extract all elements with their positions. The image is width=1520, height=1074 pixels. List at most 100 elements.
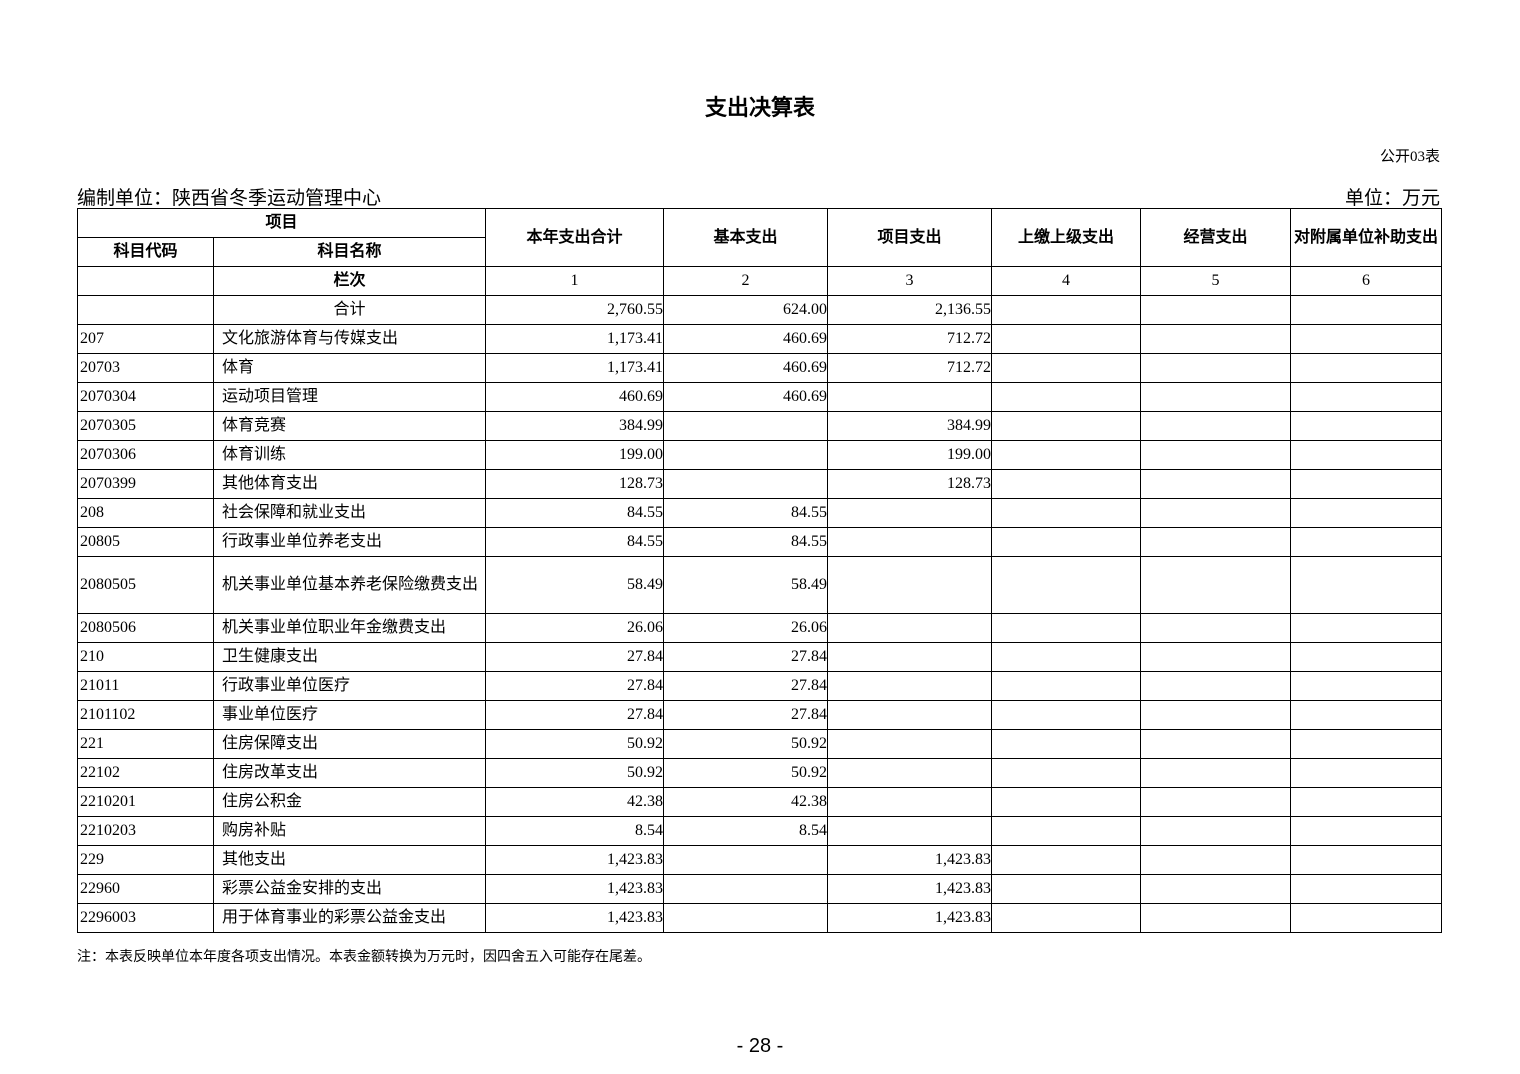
- amount-cell: [1140, 613, 1292, 643]
- amount-cell: [991, 469, 1142, 499]
- amount-cell: 1,423.83: [827, 874, 993, 904]
- amount-cell: [1140, 700, 1292, 730]
- amount-cell: [1140, 671, 1292, 701]
- subject-code: 210: [77, 642, 214, 672]
- table-row: 2210203 购房补贴 8.54 8.54: [77, 816, 1443, 846]
- column-index: 3: [827, 266, 993, 296]
- amount-cell: [1290, 411, 1443, 441]
- amount-cell: [663, 411, 829, 441]
- amount-cell: 84.55: [663, 527, 829, 557]
- table-number: 公开03表: [1379, 149, 1440, 165]
- header-basic: 基本支出: [663, 208, 829, 267]
- amount-cell: 460.69: [663, 382, 829, 412]
- amount-cell: 199.00: [827, 440, 993, 470]
- column-index: 4: [991, 266, 1142, 296]
- amount-cell: [1290, 903, 1443, 933]
- amount-cell: [991, 411, 1142, 441]
- amount-cell: 50.92: [485, 729, 665, 759]
- amount-cell: [991, 787, 1142, 817]
- amount-cell: 460.69: [663, 353, 829, 383]
- amount-cell: 1,423.83: [485, 845, 665, 875]
- subject-name: 行政事业单位养老支出: [212, 527, 487, 557]
- amount-cell: [991, 382, 1142, 412]
- amount-cell: 712.72: [827, 324, 993, 354]
- amount-cell: [663, 874, 829, 904]
- amount-cell: 2,136.55: [827, 295, 993, 325]
- subject-name: 机关事业单位职业年金缴费支出: [212, 613, 487, 643]
- subject-code: 2210203: [77, 816, 214, 846]
- amount-cell: [1140, 353, 1292, 383]
- amount-cell: 460.69: [485, 382, 665, 412]
- column-index: 2: [663, 266, 829, 296]
- amount-cell: [1290, 642, 1443, 672]
- amount-cell: 1,423.83: [827, 903, 993, 933]
- amount-cell: [991, 874, 1142, 904]
- amount-cell: 27.84: [485, 700, 665, 730]
- amount-cell: 50.92: [663, 758, 829, 788]
- table-row: 20805 行政事业单位养老支出 84.55 84.55: [77, 527, 1443, 557]
- amount-cell: [1140, 729, 1292, 759]
- table-row: 210 卫生健康支出 27.84 27.84: [77, 642, 1443, 672]
- amount-cell: 128.73: [485, 469, 665, 499]
- header-code: 科目代码: [77, 237, 214, 267]
- organization-label: 编制单位：陕西省冬季运动管理中心: [77, 188, 382, 209]
- amount-cell: [1290, 700, 1443, 730]
- amount-cell: [1140, 527, 1292, 557]
- amount-cell: 50.92: [485, 758, 665, 788]
- column-index: 6: [1290, 266, 1443, 296]
- amount-cell: [1290, 758, 1443, 788]
- subject-name: 事业单位医疗: [212, 700, 487, 730]
- amount-cell: 8.54: [663, 816, 829, 846]
- subject-name: 运动项目管理: [212, 382, 487, 412]
- amount-cell: [1290, 295, 1443, 325]
- amount-cell: 27.84: [663, 700, 829, 730]
- amount-cell: 27.84: [663, 671, 829, 701]
- amount-cell: [991, 556, 1142, 614]
- amount-cell: 1,423.83: [485, 903, 665, 933]
- header-operating: 经营支出: [1140, 208, 1292, 267]
- header-subsidy: 对附属单位补助支出: [1290, 208, 1443, 267]
- amount-cell: [991, 700, 1142, 730]
- table-row: 2210201 住房公积金 42.38 42.38: [77, 787, 1443, 817]
- subject-code: [77, 295, 214, 325]
- subject-code: 22102: [77, 758, 214, 788]
- header-project: 项目支出: [827, 208, 993, 267]
- amount-cell: [1140, 382, 1292, 412]
- subject-code: 20703: [77, 353, 214, 383]
- table-row: 21011 行政事业单位医疗 27.84 27.84: [77, 671, 1443, 701]
- subject-name: 彩票公益金安排的支出: [212, 874, 487, 904]
- amount-cell: [991, 440, 1142, 470]
- amount-cell: 27.84: [485, 671, 665, 701]
- subject-code: 2210201: [77, 787, 214, 817]
- amount-cell: 84.55: [663, 498, 829, 528]
- subject-code: 2101102: [77, 700, 214, 730]
- amount-cell: [1290, 671, 1443, 701]
- subject-name: 其他体育支出: [212, 469, 487, 499]
- footnote: 注：本表反映单位本年度各项支出情况。本表金额转换为万元时，因四舍五入可能存在尾差…: [77, 950, 651, 965]
- table-row: 2101102 事业单位医疗 27.84 27.84: [77, 700, 1443, 730]
- column-index-label: 栏次: [212, 266, 487, 296]
- subject-code: 21011: [77, 671, 214, 701]
- header-row: 科目代码 科目名称: [77, 237, 1442, 267]
- header-total: 本年支出合计: [485, 208, 665, 267]
- header-upper: 上缴上级支出: [991, 208, 1142, 267]
- amount-cell: [1290, 353, 1443, 383]
- amount-cell: [827, 816, 993, 846]
- subject-code: 2080506: [77, 613, 214, 643]
- subject-name: 体育训练: [212, 440, 487, 470]
- amount-cell: 1,423.83: [827, 845, 993, 875]
- amount-cell: [991, 845, 1142, 875]
- amount-cell: 2,760.55: [485, 295, 665, 325]
- subject-code: 2070399: [77, 469, 214, 499]
- amount-cell: [1290, 440, 1443, 470]
- amount-cell: [1290, 787, 1443, 817]
- amount-cell: [991, 758, 1142, 788]
- amount-cell: [1140, 295, 1292, 325]
- amount-cell: [827, 729, 993, 759]
- amount-cell: [1290, 816, 1443, 846]
- header-name: 科目名称: [212, 237, 487, 267]
- amount-cell: 58.49: [485, 556, 665, 614]
- amount-cell: [1140, 845, 1292, 875]
- amount-cell: [1140, 642, 1292, 672]
- empty-cell: [77, 266, 214, 296]
